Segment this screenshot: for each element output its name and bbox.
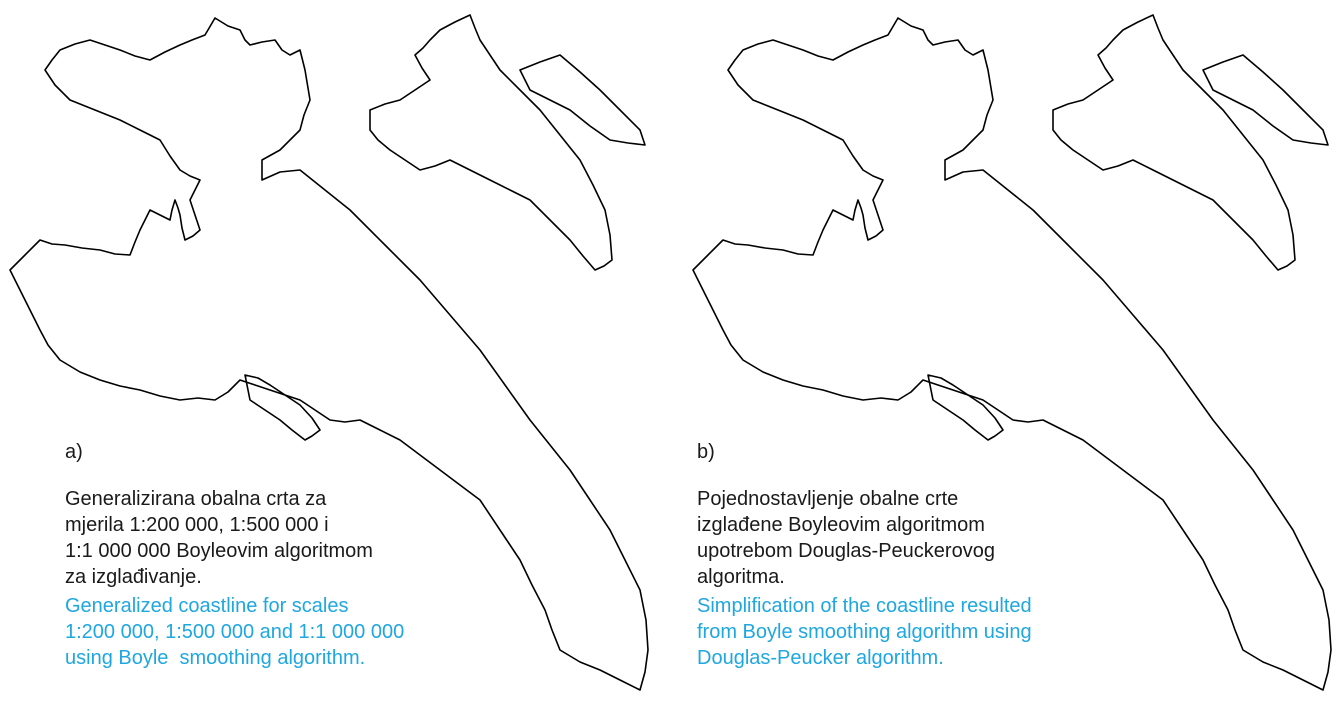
coastline-a (10, 15, 648, 690)
caption-hr-line: algoritma. (697, 566, 785, 588)
panel-label: a) (65, 441, 83, 463)
caption-en-line: using Boyle smoothing algorithm. (65, 647, 365, 669)
caption-en-line: Douglas-Peucker algorithm. (697, 647, 944, 669)
caption-hr-line: za izglađivanje. (65, 566, 202, 588)
caption-en-line: Generalized coastline for scales (65, 595, 348, 617)
caption-hr-line: mjerila 1:200 000, 1:500 000 i (65, 514, 329, 536)
figure: a) Generalizirana obalna crta za mjerila 1… (0, 0, 1332, 701)
captions: a) Generalizirana obalna crta za mjerila 1… (65, 441, 1032, 669)
caption-hr-line: izglađene Boyleovim algoritmom (697, 514, 985, 536)
caption-en-line: Simplification of the coastline resulted (697, 595, 1032, 617)
caption-hr-line: Pojednostavljenje obalne crte (697, 488, 958, 510)
caption-en-line: 1:200 000, 1:500 000 and 1:1 000 000 (65, 621, 404, 643)
caption-en-line: from Boyle smoothing algorithm using (697, 621, 1032, 643)
caption-hr-line: Generalizirana obalna crta za (65, 488, 327, 510)
coastline-b (693, 15, 1331, 690)
caption-hr-line: upotrebom Douglas-Peuckerovog (697, 540, 995, 562)
page: a) Generalizirana obalna crta za mjerila 1… (0, 0, 1332, 701)
caption-hr-line: 1:1 000 000 Boyleovim algoritmom (65, 540, 373, 562)
panel-label: b) (697, 441, 715, 463)
